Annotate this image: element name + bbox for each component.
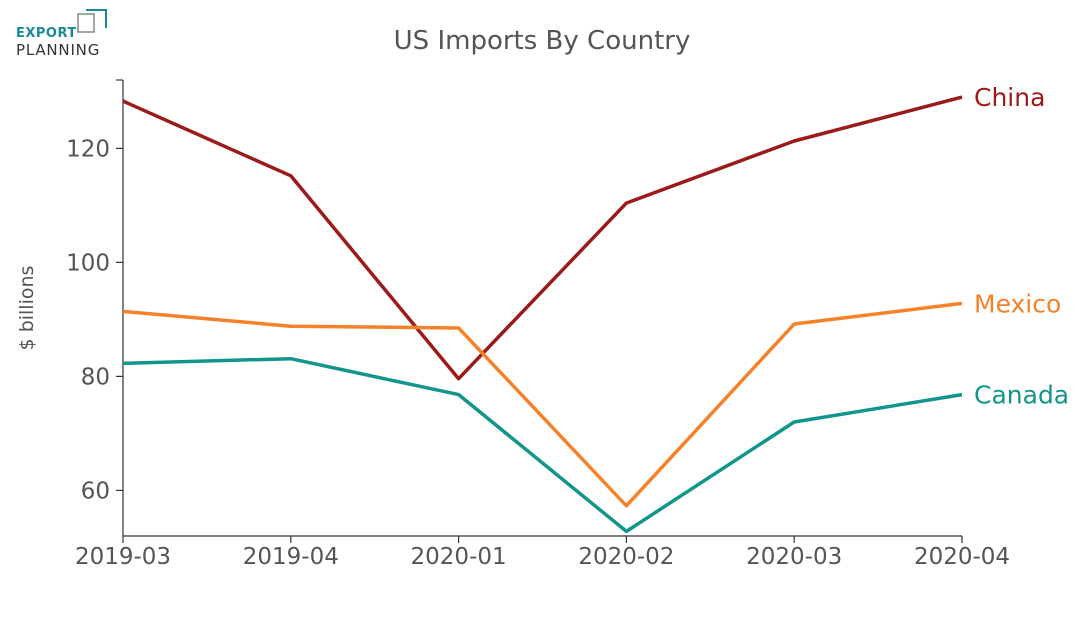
y-tick-label: 100	[66, 250, 110, 276]
series-line-china	[122, 95, 963, 381]
y-tick-label: 80	[81, 364, 110, 390]
x-tick-label: 2020-01	[411, 544, 507, 570]
logo-square-icon	[77, 9, 107, 33]
logo-text-export: EXPORT	[16, 26, 77, 41]
series-label-canada: Canada	[974, 381, 1069, 410]
y-axis-label: $ billions	[16, 266, 38, 351]
chart-title: US Imports By Country	[393, 26, 691, 56]
export-planning-logo: EXPORT PLANNING	[14, 8, 114, 60]
x-tick-label: 2020-04	[914, 544, 1010, 570]
series-line-mexico	[122, 301, 963, 508]
series-label-mexico: Mexico	[974, 289, 1061, 318]
logo-text-planning: PLANNING	[16, 41, 101, 59]
y-tick-label: 60	[81, 478, 110, 504]
chart-series-lines: China Mexico Canada	[122, 83, 1069, 534]
series-label-china: China	[974, 83, 1045, 112]
x-tick-label: 2019-03	[75, 544, 171, 570]
x-tick-label: 2020-03	[746, 544, 842, 570]
chart-axes: 60 80 100 120 2019-03 2019-04 2020-01 2020-02 20…	[66, 79, 1010, 570]
x-tick-label: 2020-02	[578, 544, 674, 570]
x-tick-label: 2019-04	[243, 544, 339, 570]
series-line-canada	[122, 356, 963, 534]
y-tick-label: 120	[66, 136, 110, 162]
